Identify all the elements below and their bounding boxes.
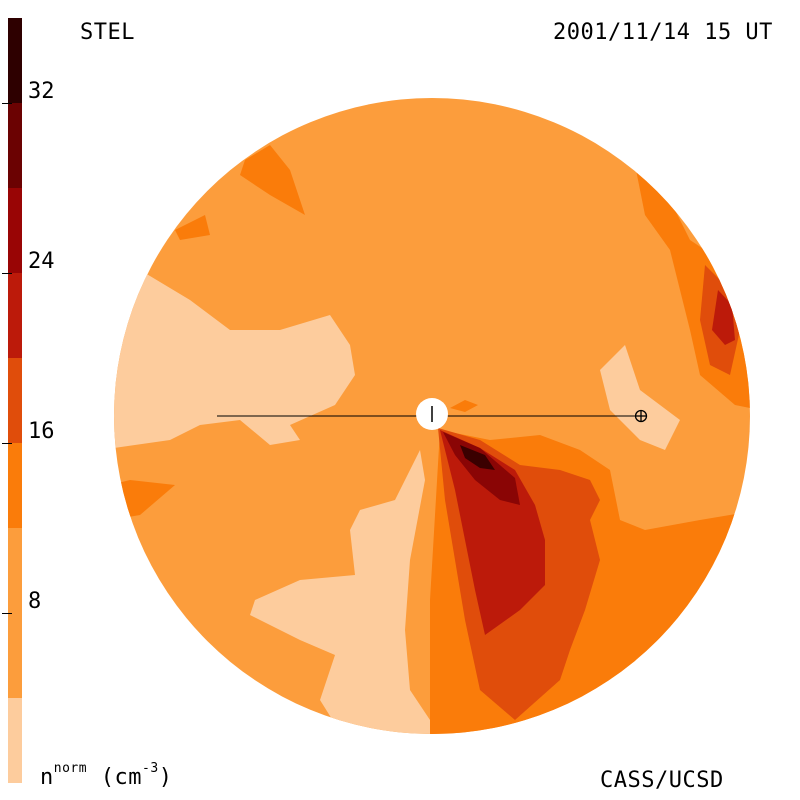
colorbar [8, 18, 22, 783]
high-density-region-east [712, 290, 735, 345]
observatory-label: STEL [80, 20, 135, 45]
colorbar-band [8, 698, 22, 783]
high-density-region-southeast [440, 430, 545, 635]
colorbar-tick-label: 16 [28, 419, 55, 444]
sun-wake-small [450, 400, 478, 412]
peak-density-region [460, 445, 495, 470]
colorbar-band [8, 528, 22, 698]
colorbar-band [8, 188, 22, 273]
colorbar-tick-label: 24 [28, 249, 55, 274]
colorbar-band [8, 103, 22, 188]
timestamp-label: 2001/11/14 15 UT [553, 20, 773, 45]
enhanced-region-nw-edge [175, 215, 210, 240]
colorbar-band [8, 443, 22, 528]
colorbar-tick-label: 8 [28, 589, 42, 614]
colorbar-tick [2, 273, 12, 274]
colorbar-tick [2, 443, 12, 444]
low-density-region-east [600, 345, 680, 450]
earth-symbol [634, 409, 648, 423]
enhanced-region-nw [240, 145, 305, 215]
colorbar-band [8, 273, 22, 358]
colorbar-tick [2, 103, 12, 104]
colorbar-title: nnorm (cm-3) [40, 761, 173, 790]
colorbar-tick [2, 613, 12, 614]
credit-label: CASS/UCSD [600, 768, 724, 793]
colorbar-tick-label: 32 [28, 79, 55, 104]
low-density-region-west [114, 270, 355, 450]
colorbar-band [8, 358, 22, 443]
colorbar-band [8, 18, 22, 103]
low-density-region-south [250, 450, 430, 734]
